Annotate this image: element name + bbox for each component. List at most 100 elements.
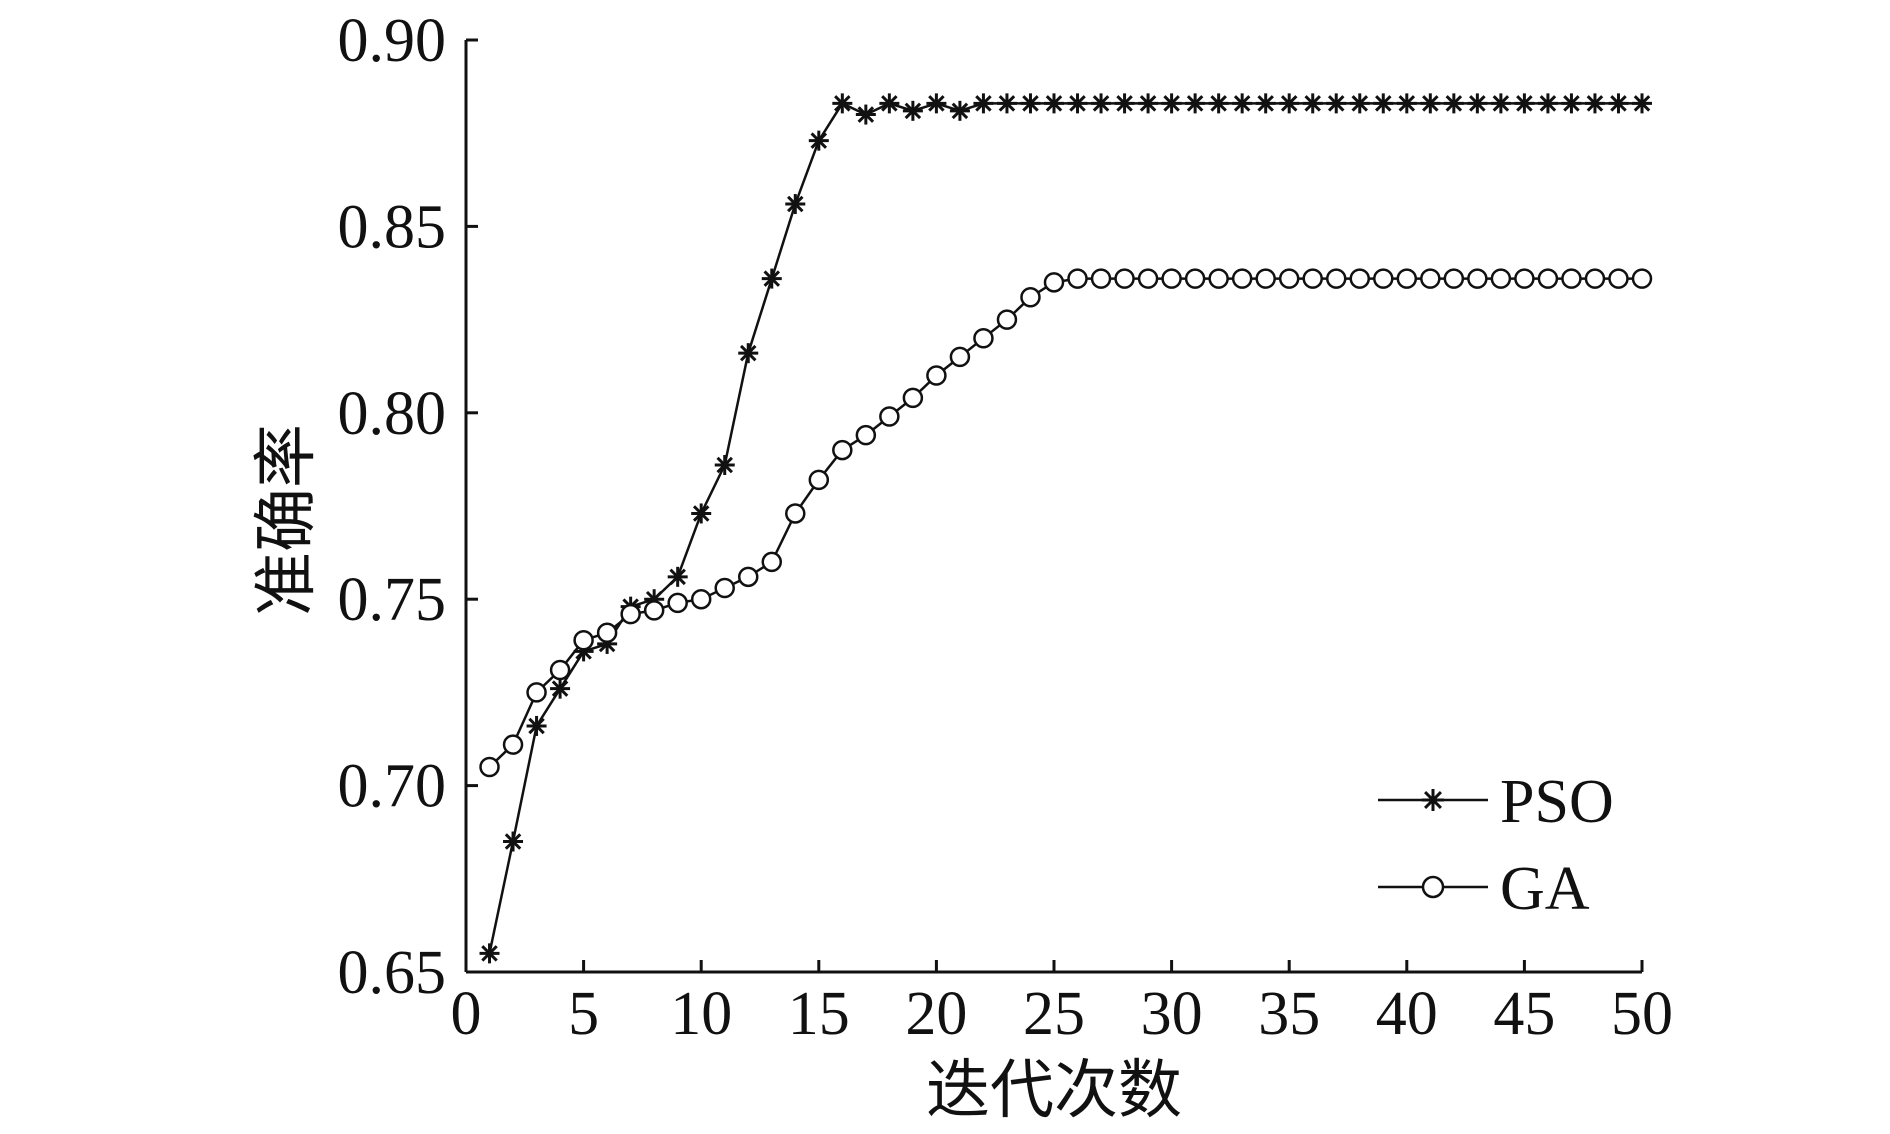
x-tick-label: 35 (1258, 980, 1320, 1048)
point-pso (902, 100, 923, 121)
point-ga (620, 603, 641, 625)
point-ga (1325, 268, 1347, 289)
point-pso (503, 831, 524, 852)
point-ga (667, 592, 688, 614)
point-ga (973, 327, 994, 349)
x-tick-label: 10 (670, 980, 732, 1048)
x-tick-label: 30 (1141, 980, 1203, 1048)
point-pso (1443, 93, 1464, 114)
point-pso (550, 678, 571, 699)
point-ga (714, 577, 735, 599)
point-pso (691, 503, 712, 524)
point-pso (808, 130, 829, 151)
point-pso (996, 93, 1017, 114)
point-ga (1608, 268, 1629, 289)
point-pso (1490, 93, 1511, 114)
point-ga (902, 387, 924, 409)
point-pso (926, 93, 947, 114)
point-ga (1631, 268, 1653, 289)
point-ga (1420, 268, 1441, 289)
point-ga (690, 588, 712, 610)
y-tick-label: 0.75 (338, 566, 447, 634)
point-pso (479, 943, 500, 964)
point-ga (1020, 286, 1041, 308)
point-ga (1443, 268, 1465, 289)
point-ga (1208, 268, 1229, 289)
y-tick-label: 0.80 (338, 380, 447, 448)
x-tick-label: 0 (451, 980, 482, 1048)
point-pso (832, 93, 853, 114)
x-tick-label: 40 (1376, 980, 1438, 1048)
point-ga (785, 503, 806, 524)
point-ga (1278, 268, 1300, 289)
y-tick-label: 0.90 (338, 7, 447, 75)
y-axis-title: 准确率 (250, 424, 324, 616)
point-ga (996, 309, 1018, 330)
x-axis-title: 迭代次数 (926, 1054, 1182, 1128)
point-pso (1185, 93, 1206, 114)
point-ga (1514, 268, 1535, 289)
point-pso (785, 194, 806, 215)
point-pso (1114, 93, 1135, 114)
point-pso (1279, 93, 1300, 114)
point-ga (1561, 268, 1582, 289)
point-ga (761, 551, 783, 573)
point-pso (1020, 93, 1041, 114)
point-ga (1467, 268, 1488, 289)
point-pso (667, 566, 688, 587)
point-ga (573, 629, 594, 651)
point-ga (1137, 268, 1159, 289)
legend-marker-ga (1421, 875, 1445, 899)
point-pso (1373, 93, 1394, 114)
point-ga (1161, 268, 1182, 289)
series-ga (479, 268, 1653, 778)
point-ga (879, 406, 900, 427)
point-pso (714, 454, 735, 475)
point-ga (1584, 268, 1606, 289)
point-ga (1184, 268, 1206, 289)
series-layer (479, 93, 1653, 964)
point-pso (1255, 93, 1276, 114)
point-pso (1208, 93, 1229, 114)
point-ga (1231, 268, 1253, 289)
legend-label-pso: PSO (1500, 768, 1614, 836)
point-pso (1161, 93, 1182, 114)
ticks: 0 5 10 15 20 25 30 35 40 45 50 0.65 0.70 0.75 0.80 0.85… (338, 7, 1674, 1048)
point-pso (1584, 93, 1605, 114)
point-pso (1514, 93, 1535, 114)
legend: PSO GA (1378, 768, 1614, 923)
point-pso (1561, 93, 1582, 114)
point-pso (1302, 93, 1323, 114)
point-pso (1632, 93, 1652, 114)
point-ga (855, 424, 877, 446)
point-ga (949, 346, 971, 368)
x-tick-label: 25 (1023, 980, 1085, 1048)
point-ga (479, 756, 500, 778)
point-ga (1255, 268, 1276, 289)
point-pso (1232, 93, 1253, 114)
point-ga (502, 734, 524, 755)
point-ga (549, 659, 571, 681)
x-tick-label: 5 (568, 980, 599, 1048)
point-ga (926, 365, 947, 386)
y-tick-label: 0.65 (338, 939, 447, 1007)
point-pso (1396, 93, 1417, 114)
point-pso (738, 343, 759, 364)
point-ga (596, 622, 618, 644)
point-pso (1044, 93, 1064, 114)
point-ga (1090, 268, 1112, 289)
point-pso (1349, 93, 1370, 114)
point-ga (832, 439, 853, 461)
point-pso (855, 104, 876, 125)
point-ga (808, 469, 830, 491)
point-pso (526, 715, 547, 736)
point-ga (1396, 268, 1418, 289)
point-pso (973, 93, 994, 114)
point-ga (737, 566, 759, 588)
point-ga (1302, 268, 1323, 289)
legend-label-ga: GA (1500, 855, 1590, 923)
point-pso (1608, 93, 1629, 114)
point-pso (1067, 93, 1088, 114)
point-ga (1490, 268, 1512, 289)
